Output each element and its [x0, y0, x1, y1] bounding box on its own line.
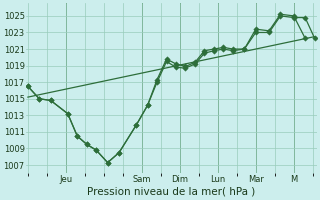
X-axis label: Pression niveau de la mer( hPa ): Pression niveau de la mer( hPa ) [87, 187, 255, 197]
